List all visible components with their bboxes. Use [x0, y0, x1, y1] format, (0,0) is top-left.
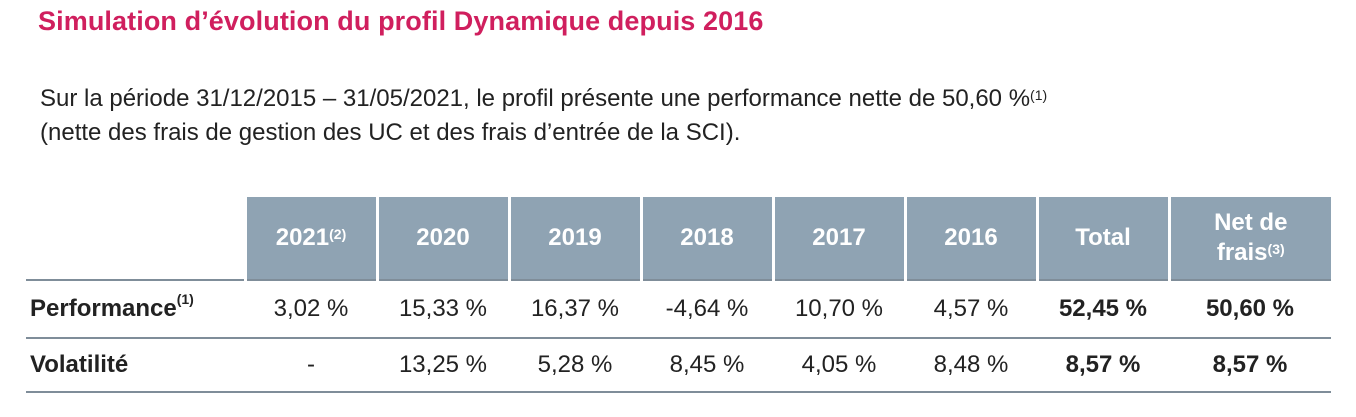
table-cell-net: 8,57 % — [1169, 338, 1331, 393]
table-cell: 8,48 % — [905, 338, 1037, 393]
intro-line-1: Sur la période 31/12/2015 – 31/05/2021, … — [40, 85, 1031, 112]
table-cell: - — [245, 338, 377, 393]
table-row-performance: Performance(1) 3,02 % 15,33 % 16,37 % -4… — [26, 280, 1331, 339]
table-cell: 8,45 % — [641, 338, 773, 393]
table-cell: 16,37 % — [509, 280, 641, 339]
column-header-net-de-frais: Net de frais(3) — [1167, 197, 1331, 280]
table-cell: 5,28 % — [509, 338, 641, 393]
table-cell: 10,70 % — [773, 280, 905, 339]
table-cell: 3,02 % — [245, 280, 377, 339]
table-cell: 4,05 % — [773, 338, 905, 393]
column-header-2020: 2020 — [375, 197, 509, 280]
column-header-2017: 2017 — [771, 197, 905, 280]
table-cell: 4,57 % — [905, 280, 1037, 339]
performance-table: 2021(2) 2020 2019 2018 2017 2016 Total N… — [26, 197, 1331, 393]
table-cell: 15,33 % — [377, 280, 509, 339]
table-header-row: 2021(2) 2020 2019 2018 2017 2016 Total N… — [26, 197, 1331, 280]
intro-line-2: (nette des frais de gestion des UC et de… — [40, 119, 741, 146]
column-header-total: Total — [1035, 197, 1169, 280]
intro-footnote-ref: (1) — [1030, 87, 1048, 103]
row-label-performance: Performance(1) — [26, 280, 245, 339]
table-cell-total: 52,45 % — [1037, 280, 1169, 339]
row-label-volatilite: Volatilité — [26, 338, 245, 393]
column-header-2018: 2018 — [639, 197, 773, 280]
column-header-2016: 2016 — [903, 197, 1037, 280]
table-cell: 13,25 % — [377, 338, 509, 393]
table-cell: -4,64 % — [641, 280, 773, 339]
column-header-2021: 2021(2) — [243, 197, 377, 280]
intro-paragraph: Sur la période 31/12/2015 – 31/05/2021, … — [40, 82, 1340, 150]
table-corner — [26, 197, 245, 280]
table-cell-net: 50,60 % — [1169, 280, 1331, 339]
page-title: Simulation d’évolution du profil Dynamiq… — [38, 6, 764, 36]
column-header-2019: 2019 — [507, 197, 641, 280]
table-cell-total: 8,57 % — [1037, 338, 1169, 393]
table-row-volatilite: Volatilité - 13,25 % 5,28 % 8,45 % 4,05 … — [26, 338, 1331, 393]
